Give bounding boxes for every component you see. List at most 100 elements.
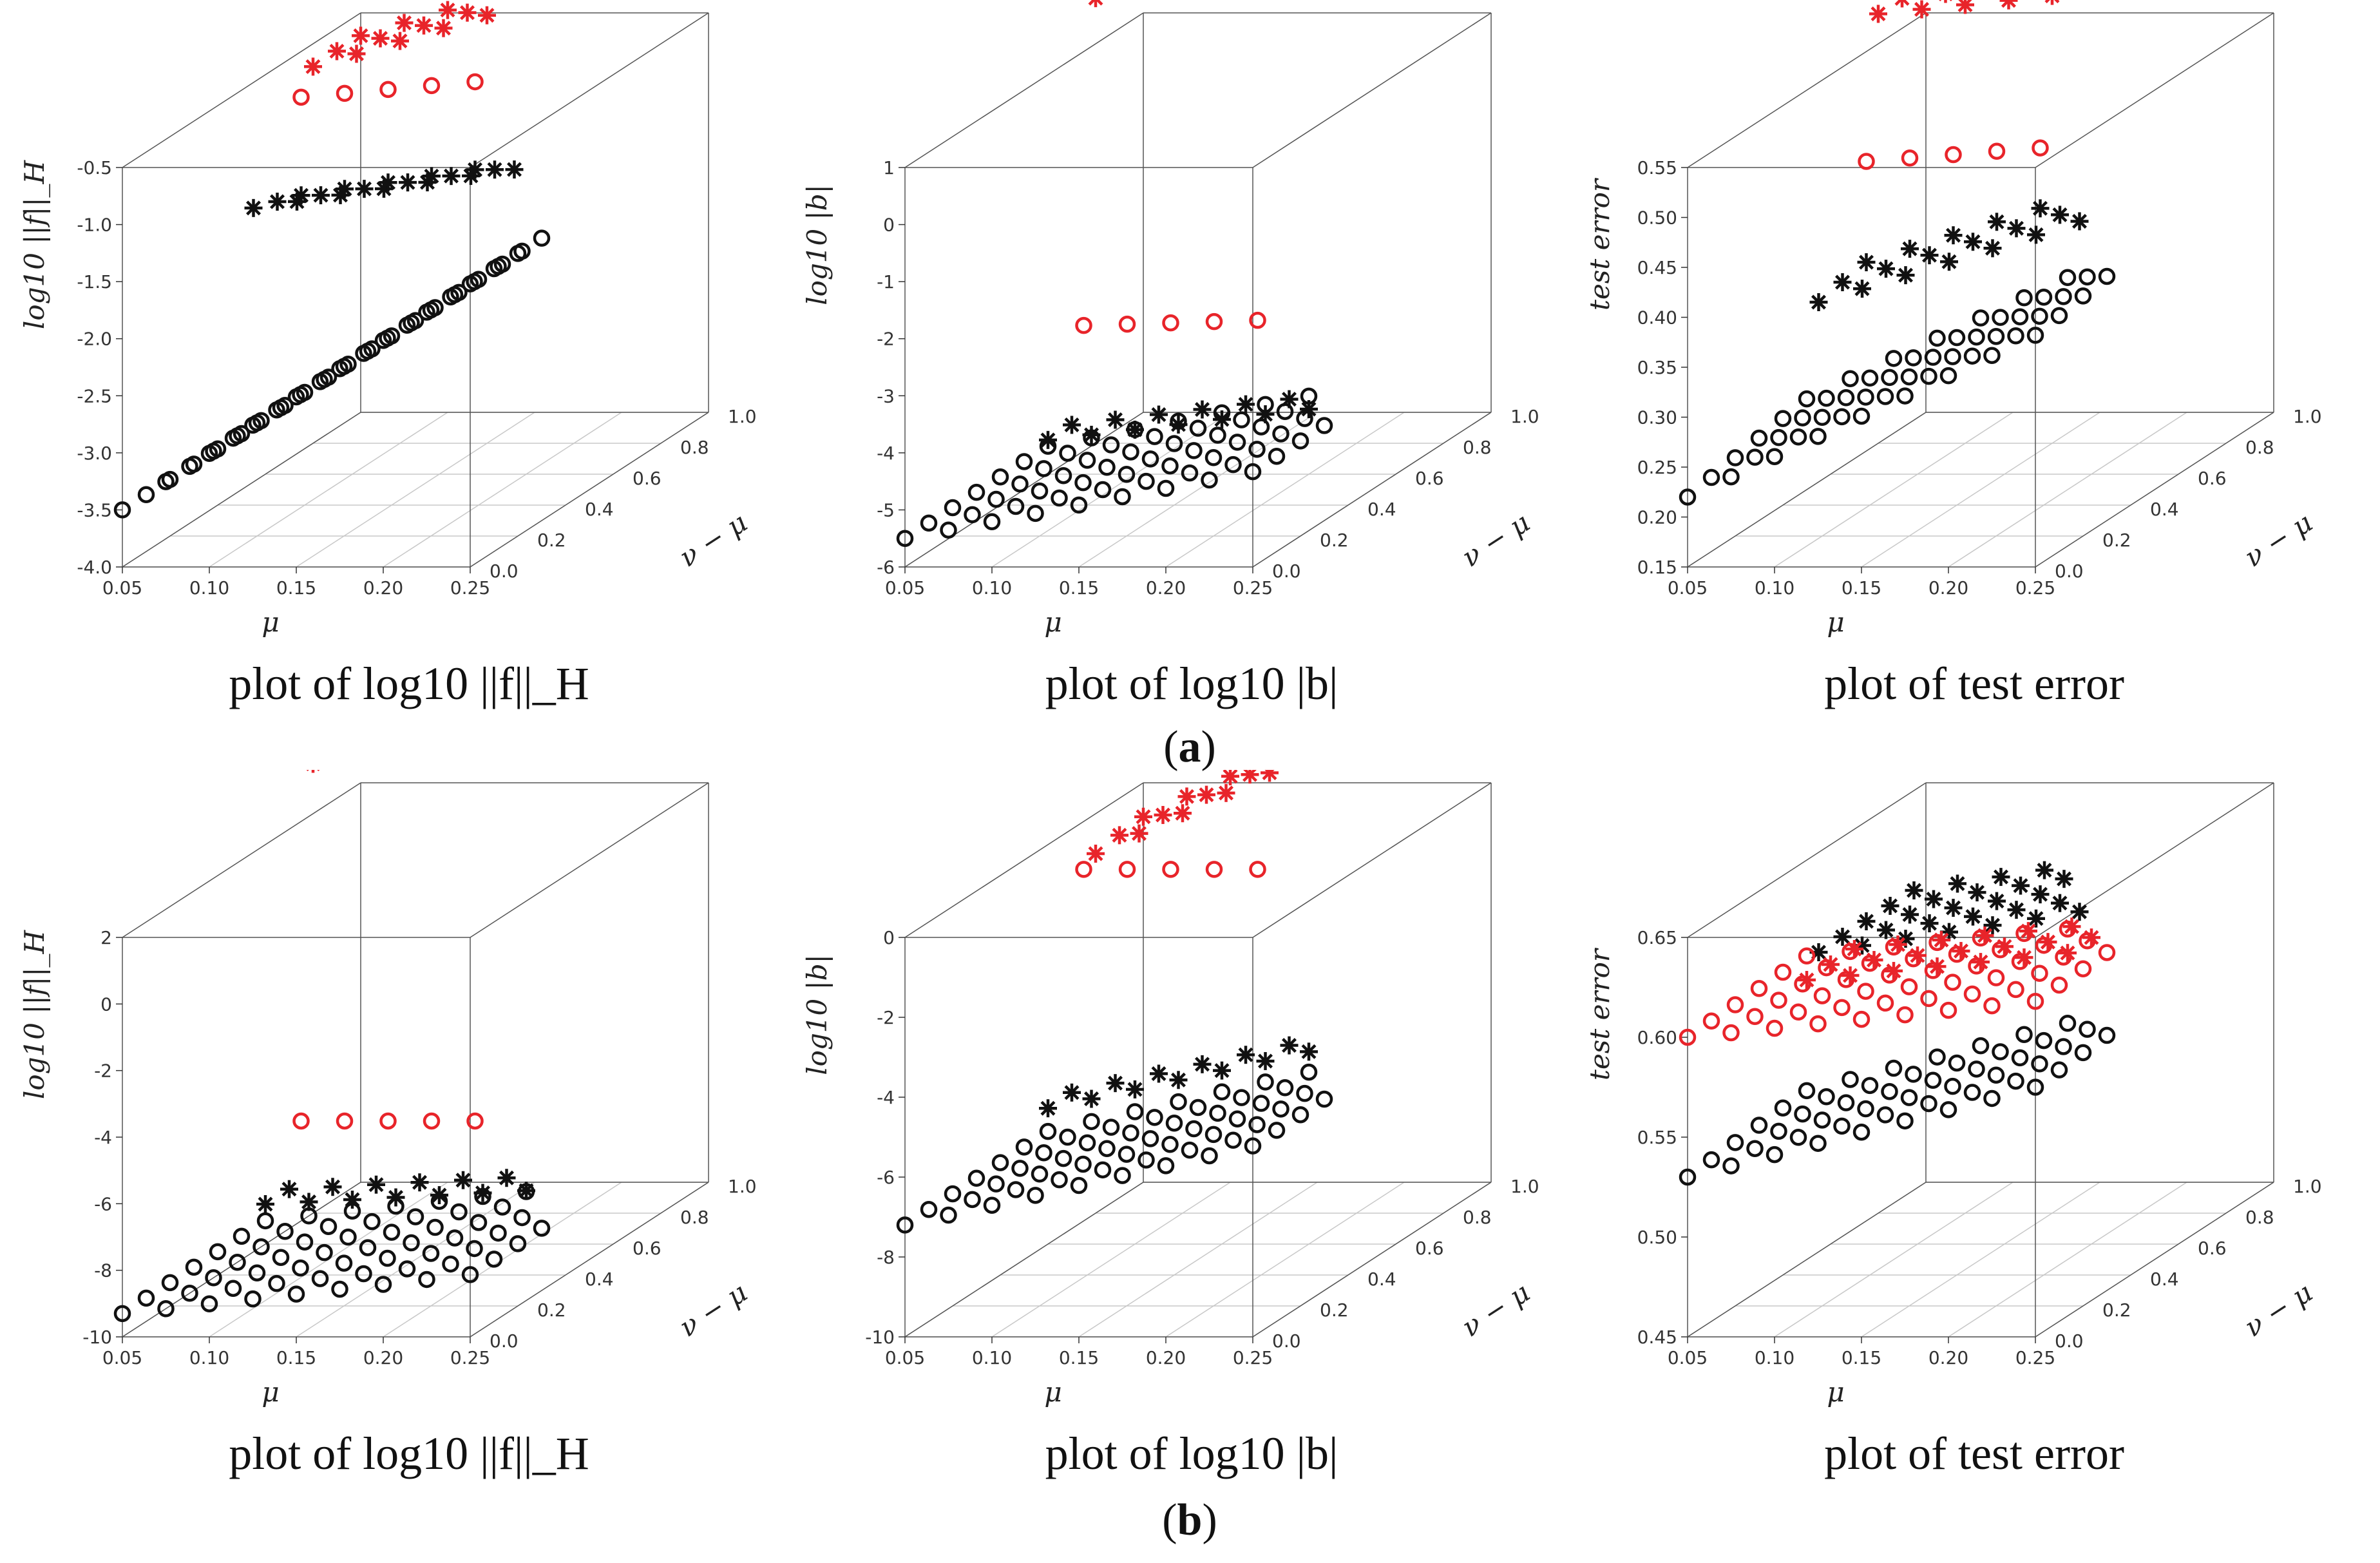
star-marker	[1896, 266, 1915, 285]
star-stroke	[1127, 1082, 1143, 1097]
circle-marker	[137, 486, 155, 504]
y-tick-label: 0.6	[1415, 1238, 1444, 1259]
y-tick-label: 0.6	[2198, 468, 2227, 489]
star-marker	[1925, 890, 1943, 908]
circle-marker	[2059, 1015, 2077, 1032]
x-tick-label: 0.10	[189, 1347, 229, 1368]
y-tick-label: 0.0	[490, 1330, 519, 1352]
y-ticks: 0.0 0.2 0.4 0.6 0.8 1.0	[2055, 406, 2322, 582]
star-marker	[1901, 905, 1919, 924]
star-stroke	[1973, 954, 1988, 970]
circle-marker	[1189, 419, 1207, 437]
star-marker	[1865, 951, 1883, 970]
star-marker	[1877, 260, 1895, 278]
star-stroke	[1894, 0, 1910, 6]
circle-marker	[287, 1285, 305, 1303]
star-stroke	[2009, 902, 2024, 917]
star-marker	[2082, 928, 2100, 947]
circle-marker	[1249, 861, 1266, 878]
circle-marker	[1291, 1106, 1309, 1124]
circle-marker	[1896, 387, 1914, 405]
circle-marker	[1075, 316, 1092, 334]
star-marker	[1300, 1042, 1318, 1061]
circle-marker	[1146, 1109, 1163, 1126]
circle-marker	[1983, 997, 2001, 1015]
z-axis-title: log10 |b|	[801, 184, 833, 305]
circle-marker	[1031, 1165, 1049, 1183]
star-marker	[1995, 937, 2013, 956]
circle-marker	[1750, 429, 1768, 447]
z-tick-label: -3.0	[77, 443, 112, 464]
circle-marker	[1972, 309, 1990, 327]
star-stroke	[1898, 267, 1913, 283]
star-stroke	[2064, 919, 2079, 934]
circle-marker	[1722, 468, 1740, 486]
y-tick-label: 0.0	[490, 561, 519, 582]
star-marker	[2031, 199, 2050, 218]
star-stroke	[1847, 941, 1862, 957]
panel-a1: 0.05 0.10 0.15 0.20 0.25 0.0 0.2 0.4 0.6 0.8 1.0 -4…	[13, 0, 805, 760]
star-marker	[323, 1178, 342, 1196]
x-tick-label: 0.15	[276, 577, 316, 599]
star-marker	[244, 198, 263, 217]
circle-marker	[1861, 369, 1879, 387]
bounding-box	[1687, 782, 2274, 1338]
circle-marker	[940, 1206, 957, 1224]
star-marker	[1956, 0, 1974, 14]
star-stroke	[1171, 1072, 1186, 1088]
caption-a3-text: plot of test error	[1824, 658, 2124, 709]
caption-b1: plot of log10 ||f||_H	[13, 1427, 805, 1481]
star-stroke	[357, 181, 372, 197]
star-marker	[1241, 770, 1259, 784]
star-marker	[1948, 874, 1966, 893]
star-stroke	[305, 59, 321, 74]
circle-marker	[2035, 1031, 2053, 1050]
z-axis-title: test error	[1584, 947, 1615, 1080]
star-stroke	[1214, 412, 1230, 427]
z-tick-label: 0	[883, 927, 895, 948]
star-stroke	[519, 1183, 534, 1198]
circle-marker	[200, 1295, 218, 1312]
z-tick-label: -4	[877, 443, 895, 464]
circle-marker	[244, 1290, 262, 1308]
circle-marker	[2026, 992, 2044, 1010]
circle-marker	[1205, 312, 1223, 331]
circle-marker	[991, 1154, 1009, 1171]
y-tick-label: 1.0	[2293, 1176, 2322, 1197]
star-marker	[1221, 770, 1239, 785]
star-stroke	[1301, 401, 1317, 417]
circle-marker	[292, 1259, 309, 1277]
star-stroke	[270, 194, 285, 209]
circle-marker	[1766, 1019, 1784, 1037]
circle-marker	[1035, 1144, 1052, 1162]
z-tick-label: -6	[877, 557, 895, 578]
circle-marker	[339, 1228, 357, 1246]
circle-marker	[1054, 467, 1072, 484]
star-stroke	[337, 181, 352, 197]
star-marker	[1988, 213, 2006, 231]
star-stroke	[1843, 968, 1858, 983]
star-stroke	[1179, 789, 1194, 804]
y-tick-label: 0.0	[2055, 1330, 2084, 1352]
star-marker	[1822, 955, 1840, 973]
y-tick-label: 0.6	[633, 1238, 662, 1259]
x-axis-title: μ	[262, 1376, 279, 1408]
circle-marker	[422, 1245, 440, 1262]
circle-marker	[374, 1276, 392, 1293]
star-stroke	[1282, 392, 1297, 407]
x-axis-title: μ	[1827, 606, 1844, 638]
circle-marker	[1248, 441, 1266, 458]
box-edge	[1252, 12, 1492, 168]
star-stroke	[460, 5, 475, 21]
circle-marker	[1679, 1168, 1697, 1186]
bounding-box	[122, 782, 709, 1338]
x-tick-label: 0.10	[189, 577, 229, 599]
star-stroke	[397, 15, 412, 30]
star-marker	[1932, 931, 1950, 950]
circle-marker	[1987, 1066, 2005, 1084]
star-stroke	[1242, 770, 1257, 782]
x-tick-label: 0.05	[1668, 1347, 1708, 1368]
star-stroke	[2033, 200, 2048, 216]
circle-marker	[470, 1214, 488, 1231]
x-tick-label: 0.25	[450, 1347, 490, 1368]
